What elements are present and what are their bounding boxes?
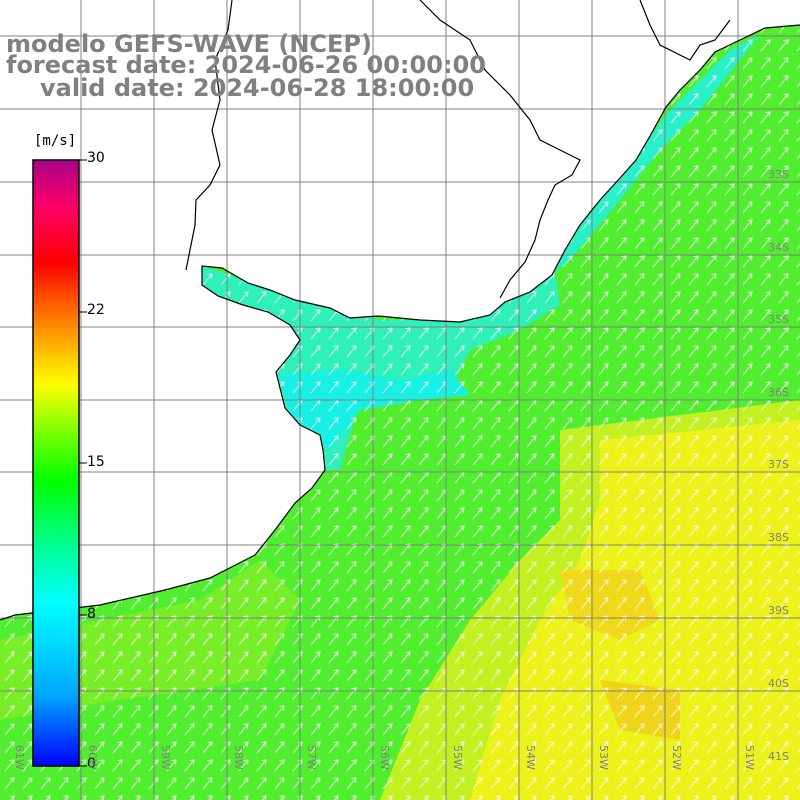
model-title: modelo GEFS-WAVE (NCEP) xyxy=(6,30,372,58)
colorbar-tick-30: 30 xyxy=(87,150,105,166)
valid-date: valid date: 2024-06-28 18:00:00 xyxy=(40,74,475,102)
coastline xyxy=(0,0,800,621)
colorbar xyxy=(32,159,87,767)
colorbar-tick-0: 0 xyxy=(87,756,96,772)
colorbar-tick-8: 8 xyxy=(87,606,96,622)
colorbar-unit: [m/s] xyxy=(34,133,77,149)
colorbar-tick-22: 22 xyxy=(87,302,105,318)
colorbar-tick-15: 15 xyxy=(87,454,105,470)
forecast-date: forecast date: 2024-06-26 00:00:00 xyxy=(6,51,486,79)
